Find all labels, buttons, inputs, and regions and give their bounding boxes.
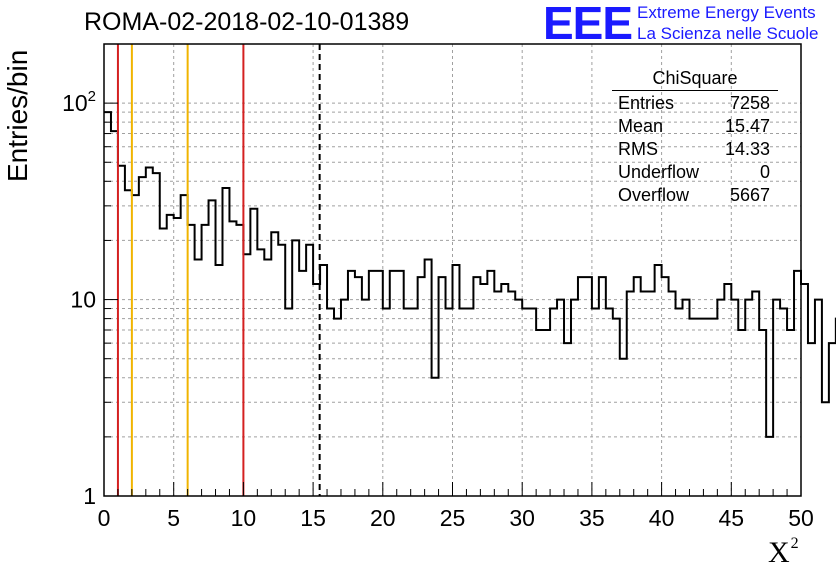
stats-label: RMS: [618, 139, 658, 159]
x-tick-label: 25: [440, 505, 466, 531]
tick-labels: 0 5 10 15 20 25 30 35 40 45 50 1 10 102: [62, 88, 814, 531]
axis-ticks: [103, 43, 802, 497]
x-tick-label: 45: [719, 505, 745, 531]
stats-row-entries: Entries 7258: [612, 92, 778, 115]
y-tick-label: 1: [83, 483, 96, 509]
y-tick-label: 10: [70, 287, 96, 313]
y-tick-label: 102: [62, 88, 96, 116]
x-axis-label-main: X: [768, 536, 790, 569]
stats-row-rms: RMS 14.33: [612, 138, 778, 161]
x-tick-label: 10: [231, 505, 257, 531]
y-axis-label: Entries/bin: [2, 49, 33, 182]
x-tick-label: 30: [509, 505, 535, 531]
x-tick-label: 35: [579, 505, 605, 531]
x-tick-label: 50: [788, 505, 814, 531]
stats-box: ChiSquare Entries 7258 Mean 15.47 RMS 14…: [612, 68, 778, 207]
histogram-step-line: [104, 111, 836, 438]
stats-label: Entries: [618, 93, 675, 113]
logo-line-2: La Scienza nelle Scuole: [637, 24, 819, 43]
eee-logo: EEE: [543, 0, 633, 49]
x-tick-label: 20: [370, 505, 396, 531]
stats-label: Underflow: [618, 162, 700, 182]
x-axis-label: X2: [768, 535, 799, 570]
logo-line-1: Extreme Energy Events: [637, 3, 816, 22]
x-tick-label: 0: [98, 505, 111, 531]
x-tick-label: 15: [300, 505, 326, 531]
stats-title: ChiSquare: [612, 68, 778, 91]
stats-label: Overflow: [618, 185, 690, 205]
chart-title: ROMA-02-2018-02-10-01389: [84, 8, 410, 36]
stats-value: 7258: [729, 93, 770, 113]
x-axis-label-sup: 2: [790, 535, 799, 552]
stats-row-mean: Mean 15.47: [612, 115, 778, 138]
x-tick-label: 5: [167, 505, 180, 531]
stats-row-underflow: Underflow 0: [612, 161, 778, 184]
stats-value: 0: [759, 162, 770, 182]
stats-label: Mean: [618, 116, 664, 136]
stats-row-overflow: Overflow 5667: [612, 184, 778, 207]
stats-value: 15.47: [724, 116, 770, 136]
x-tick-label: 40: [649, 505, 675, 531]
vertical-markers: [116, 44, 321, 496]
stats-value: 5667: [729, 185, 770, 205]
histogram-series: [104, 111, 836, 438]
stats-value: 14.33: [724, 139, 770, 159]
